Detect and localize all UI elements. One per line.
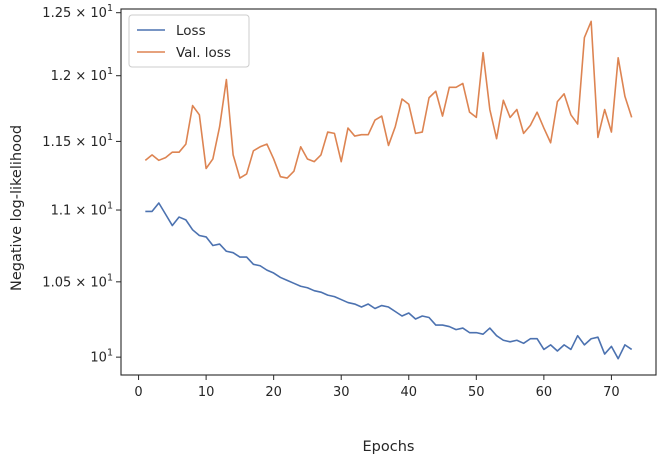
- x-tick-label: 50: [468, 385, 485, 400]
- series-layer: [144, 20, 633, 360]
- y-tick-label: 1.15 × 101: [42, 132, 113, 150]
- series-line-loss: [145, 202, 633, 360]
- series-line-val-loss: [144, 20, 633, 179]
- legend-label-val-loss: Val. loss: [176, 45, 231, 61]
- x-tick-label: 10: [198, 385, 215, 400]
- x-tick-label: 0: [134, 385, 142, 400]
- y-tick-label: 1.2 × 101: [51, 66, 113, 84]
- y-axis-label: Negative log-likelihood: [9, 125, 25, 291]
- y-tick-label: 1.05 × 101: [42, 272, 113, 290]
- x-axis: 0 10 20 30 40 50 60 70: [134, 375, 620, 400]
- x-tick-label: 40: [400, 385, 417, 400]
- x-tick-label: 20: [265, 385, 282, 400]
- plot-area: [121, 9, 656, 375]
- legend: Loss Val. loss: [128, 14, 250, 68]
- plot-frame: [120, 8, 657, 376]
- x-tick-label: 70: [603, 385, 620, 400]
- x-tick-label: 60: [536, 385, 553, 400]
- y-tick-label: 1.25 × 101: [42, 3, 113, 21]
- x-axis-label: Epochs: [363, 439, 415, 455]
- x-tick-label: 30: [333, 385, 350, 400]
- y-tick-label: 1.1 × 101: [51, 201, 113, 219]
- legend-box: [128, 14, 250, 68]
- legend-label-loss: Loss: [176, 23, 206, 39]
